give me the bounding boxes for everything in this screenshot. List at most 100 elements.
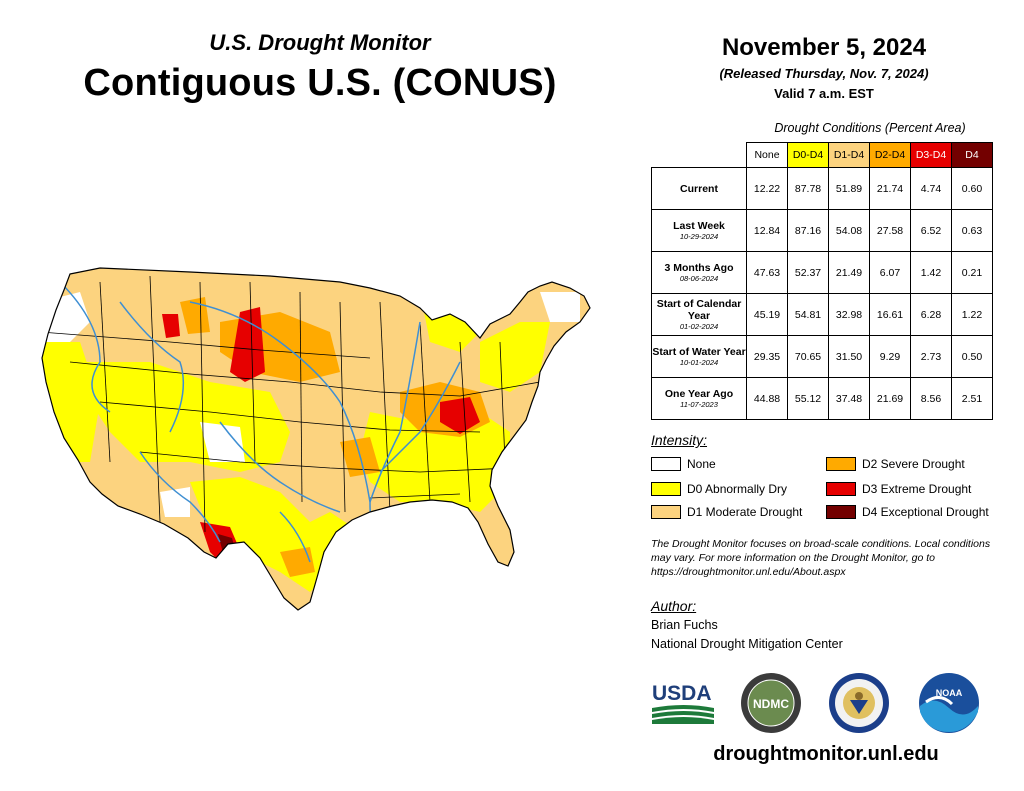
noaa-logo-text: NOAA bbox=[936, 688, 963, 698]
row-label-text: Current bbox=[680, 182, 718, 195]
table-cell: 37.48 bbox=[828, 377, 870, 420]
table-cell: 4.74 bbox=[910, 167, 952, 210]
valid-date: November 5, 2024 bbox=[721, 34, 927, 61]
column-header-d0-d4: D0-D4 bbox=[787, 142, 829, 168]
table-cell: 55.12 bbox=[787, 377, 829, 420]
column-header-d3-d4: D3-D4 bbox=[910, 142, 952, 168]
table-header-row: None D0-D4 D1-D4 D2-D4 D3-D4 D4 bbox=[651, 142, 993, 168]
table-cell: 52.37 bbox=[787, 251, 829, 294]
author-name: Brian Fuchs bbox=[651, 618, 718, 632]
table-row: Current 12.22 87.78 51.89 21.74 4.74 0.60 bbox=[651, 167, 993, 210]
legend-label: D0 Abnormally Dry bbox=[687, 482, 788, 496]
table-corner bbox=[651, 142, 747, 168]
table-cell: 6.28 bbox=[910, 293, 952, 336]
table-cell: 12.22 bbox=[746, 167, 788, 210]
rivers bbox=[59, 281, 461, 583]
legend-item-none: None bbox=[651, 455, 716, 473]
legend-title: Intensity: bbox=[651, 432, 708, 448]
table-caption: Drought Conditions (Percent Area) bbox=[774, 121, 966, 135]
table-cell: 47.63 bbox=[746, 251, 788, 294]
table-cell: 0.60 bbox=[951, 167, 993, 210]
table-cell: 54.81 bbox=[787, 293, 829, 336]
commerce-seal-logo bbox=[829, 673, 889, 733]
table-row: 3 Months Ago 08-06-2024 47.63 52.37 21.49 6.0… bbox=[651, 251, 993, 294]
row-date: 01-02-2024 bbox=[679, 322, 719, 331]
row-label-text: Start of Calendar Year bbox=[656, 298, 742, 322]
table-cell: 8.56 bbox=[910, 377, 952, 420]
row-date: 10-29-2024 bbox=[679, 232, 719, 241]
table-row: Start of Water Year 10-01-2024 29.35 70.65 3… bbox=[651, 335, 993, 378]
table-cell: 87.16 bbox=[787, 209, 829, 252]
column-header-d4: D4 bbox=[951, 142, 993, 168]
table-cell: 29.35 bbox=[746, 335, 788, 378]
table-cell: 32.98 bbox=[828, 293, 870, 336]
legend-swatch bbox=[826, 505, 856, 519]
legend-label: D2 Severe Drought bbox=[862, 457, 965, 471]
legend-swatch bbox=[651, 482, 681, 496]
table-cell: 44.88 bbox=[746, 377, 788, 420]
table-cell: 54.08 bbox=[828, 209, 870, 252]
table-row: One Year Ago 11-07-2023 44.88 55.12 37.48 21.… bbox=[651, 377, 993, 420]
row-date: 11-07-2023 bbox=[680, 400, 718, 409]
row-label: Last Week 10-29-2024 bbox=[651, 209, 747, 252]
column-header-d1-d4: D1-D4 bbox=[828, 142, 870, 168]
usda-logo: USDA bbox=[652, 682, 714, 724]
row-label: Current bbox=[651, 167, 747, 210]
row-label-text: Start of Water Year bbox=[652, 346, 746, 358]
table-cell: 0.63 bbox=[951, 209, 993, 252]
table-cell: 6.52 bbox=[910, 209, 952, 252]
legend-label: D4 Exceptional Drought bbox=[862, 505, 989, 519]
table-cell: 1.22 bbox=[951, 293, 993, 336]
legend-item-d2: D2 Severe Drought bbox=[826, 455, 965, 473]
table-cell: 9.29 bbox=[869, 335, 911, 378]
row-label-text: Last Week bbox=[673, 220, 725, 232]
release-date: (Released Thursday, Nov. 7, 2024) bbox=[719, 66, 929, 81]
row-label: One Year Ago 11-07-2023 bbox=[651, 377, 747, 420]
table-row: Start of Calendar Year 01-02-2024 45.19 54.… bbox=[651, 293, 993, 336]
row-label-text: 3 Months Ago bbox=[664, 262, 734, 274]
legend-swatch bbox=[651, 505, 681, 519]
none-area-maine bbox=[540, 292, 580, 322]
table-cell: 45.19 bbox=[746, 293, 788, 336]
ndmc-logo-text: NDMC bbox=[753, 697, 789, 711]
legend-label: D3 Extreme Drought bbox=[862, 482, 972, 496]
table-cell: 21.74 bbox=[869, 167, 911, 210]
table-cell: 27.58 bbox=[869, 209, 911, 252]
legend-swatch bbox=[826, 457, 856, 471]
table-cell: 0.50 bbox=[951, 335, 993, 378]
row-label-text: One Year Ago bbox=[664, 388, 734, 400]
table-cell: 0.21 bbox=[951, 251, 993, 294]
table-row: Last Week 10-29-2024 12.84 87.16 54.08 27.58 6… bbox=[651, 209, 993, 252]
table-cell: 21.49 bbox=[828, 251, 870, 294]
d2-area-south-texas bbox=[280, 547, 315, 577]
none-area-arizona bbox=[160, 487, 190, 517]
d0-area-northeast bbox=[480, 322, 550, 392]
noaa-logo: NOAA bbox=[919, 673, 979, 733]
usda-logo-text: USDA bbox=[652, 682, 712, 705]
column-header-none: None bbox=[746, 142, 788, 168]
map-title: Contiguous U.S. (CONUS) bbox=[83, 62, 557, 104]
legend-swatch bbox=[826, 482, 856, 496]
row-date: 10-01-2024 bbox=[679, 358, 719, 367]
legend-item-d1: D1 Moderate Drought bbox=[651, 503, 802, 521]
map-subtitle: U.S. Drought Monitor bbox=[209, 30, 431, 55]
table-cell: 6.07 bbox=[869, 251, 911, 294]
drought-conditions-table: None D0-D4 D1-D4 D2-D4 D3-D4 D4 Current 1… bbox=[651, 142, 993, 420]
website-url[interactable]: droughtmonitor.unl.edu bbox=[713, 743, 939, 765]
table-cell: 70.65 bbox=[787, 335, 829, 378]
legend-swatch bbox=[651, 457, 681, 471]
author-organization: National Drought Mitigation Center bbox=[651, 637, 843, 651]
drought-map bbox=[41, 267, 591, 611]
ndmc-logo: NDMC bbox=[741, 673, 801, 733]
legend-label: None bbox=[687, 457, 716, 471]
d0-area-texas bbox=[190, 477, 360, 592]
legend-label: D1 Moderate Drought bbox=[687, 505, 803, 519]
valid-time: Valid 7 a.m. EST bbox=[774, 86, 874, 101]
row-date: 08-06-2024 bbox=[679, 274, 719, 283]
table-cell: 12.84 bbox=[746, 209, 788, 252]
disclaimer-text: The Drought Monitor focuses on broad-sca… bbox=[651, 538, 991, 578]
table-cell: 2.73 bbox=[910, 335, 952, 378]
table-cell: 1.42 bbox=[910, 251, 952, 294]
author-heading: Author: bbox=[651, 598, 697, 614]
row-label: Start of Calendar Year 01-02-2024 bbox=[651, 293, 747, 336]
